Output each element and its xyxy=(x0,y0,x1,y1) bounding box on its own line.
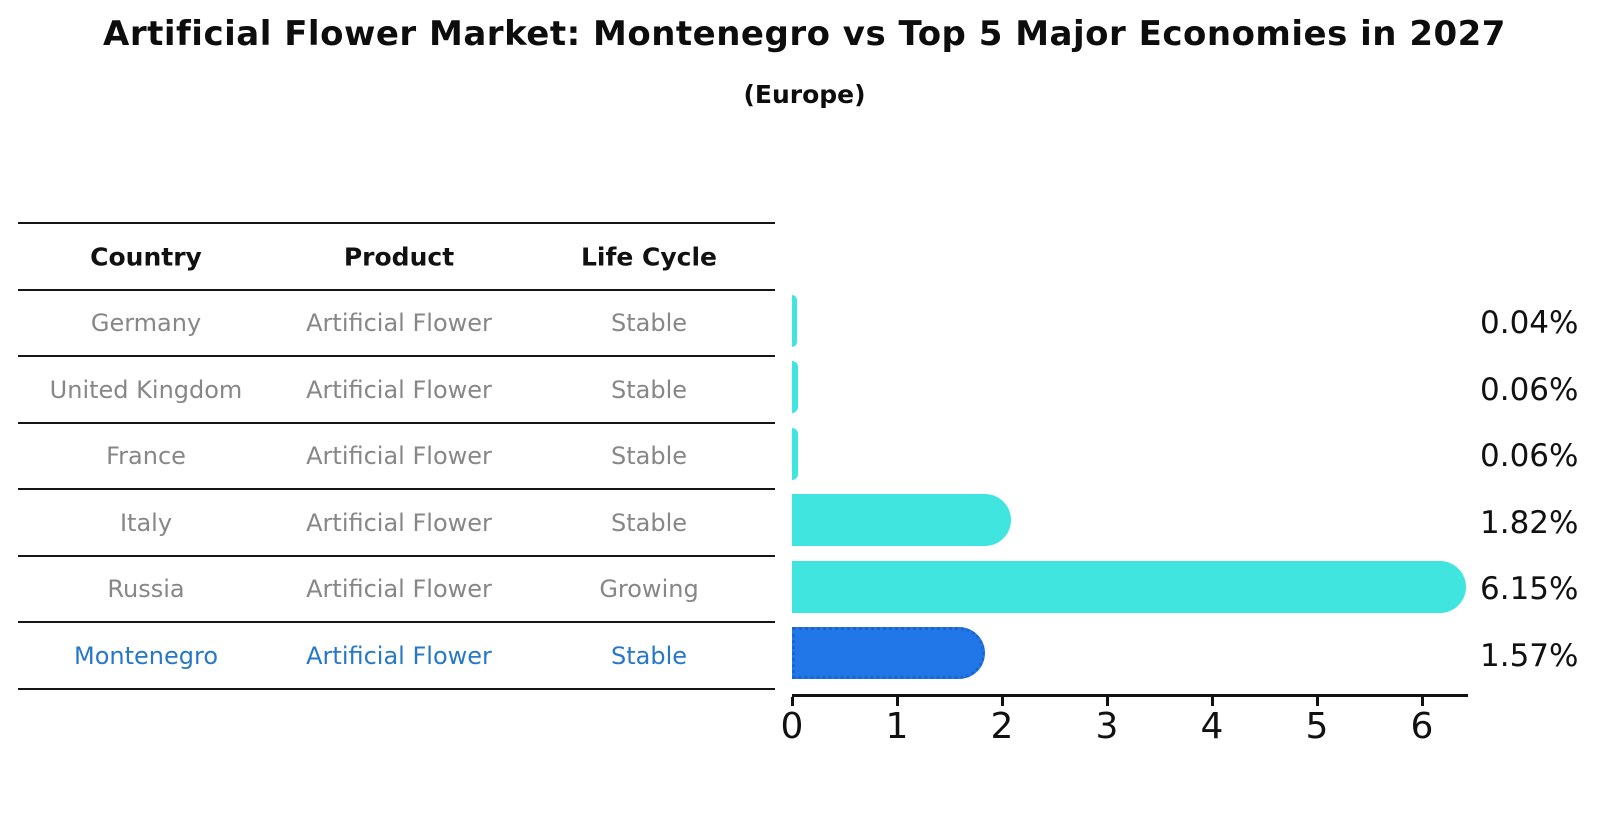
table-cell-life-cycle: Stable xyxy=(610,508,688,537)
table-cell-country: Montenegro xyxy=(73,641,219,670)
bar xyxy=(792,295,797,347)
column-header-product: Product xyxy=(343,242,455,271)
row-separator-line xyxy=(18,688,775,690)
bar-value-label: 1.82% xyxy=(1480,504,1579,541)
x-axis-tick xyxy=(1316,697,1319,706)
x-axis-tick xyxy=(1106,697,1109,706)
x-axis-line xyxy=(792,694,1468,697)
table-cell-product: Artificial Flower xyxy=(306,641,492,670)
table-cell-life-cycle: Stable xyxy=(610,641,688,670)
x-axis-tick-label: 3 xyxy=(1095,706,1119,747)
row-separator-line xyxy=(18,355,775,357)
table-cell-life-cycle: Growing xyxy=(599,575,699,603)
table-cell-country: Italy xyxy=(119,508,173,537)
x-axis-tick xyxy=(896,697,899,706)
table-cell-product: Artificial Flower xyxy=(306,442,492,470)
bar-value-label: 6.15% xyxy=(1480,571,1579,607)
table-cell-country: France xyxy=(106,442,186,470)
row-separator-line xyxy=(18,289,775,291)
chart-title: Artificial Flower Market: Montenegro vs … xyxy=(103,14,1506,54)
table-cell-product: Artificial Flower xyxy=(306,575,492,603)
x-axis-tick-label: 0 xyxy=(780,706,804,747)
table-cell-life-cycle: Stable xyxy=(610,309,688,337)
bar-montenegro-highlighted xyxy=(792,627,985,679)
x-axis-tick xyxy=(1211,697,1214,706)
bar xyxy=(792,361,798,413)
column-header-country: Country xyxy=(90,242,202,271)
bar xyxy=(792,561,1466,613)
bar xyxy=(792,494,1011,546)
table-top-line xyxy=(18,222,775,224)
chart-subtitle: (Europe) xyxy=(743,80,866,109)
x-axis-tick-label: 6 xyxy=(1410,706,1434,747)
table-cell-product: Artificial Flower xyxy=(306,309,492,337)
row-separator-line xyxy=(18,422,775,424)
table-cell-country: Russia xyxy=(107,575,185,603)
table-cell-life-cycle: Stable xyxy=(610,375,688,404)
bar xyxy=(792,428,798,480)
x-axis-tick-label: 2 xyxy=(990,706,1014,747)
table-cell-product: Artificial Flower xyxy=(306,508,492,537)
column-header-life-cycle: Life Cycle xyxy=(580,242,718,271)
row-separator-line xyxy=(18,488,775,490)
bar-value-label: 0.04% xyxy=(1480,305,1579,341)
x-axis-tick xyxy=(1001,697,1004,706)
table-cell-product: Artificial Flower xyxy=(306,375,492,404)
bar-value-label: 1.57% xyxy=(1480,637,1579,674)
table-cell-country: Germany xyxy=(90,309,202,337)
x-axis-tick xyxy=(791,697,794,706)
x-axis-tick-label: 5 xyxy=(1305,706,1329,747)
x-axis-tick-label: 1 xyxy=(885,706,909,747)
x-axis-tick-label: 4 xyxy=(1200,706,1224,747)
table-cell-life-cycle: Stable xyxy=(610,442,688,470)
x-axis-tick xyxy=(1421,697,1424,706)
row-separator-line xyxy=(18,621,775,623)
bar-value-label: 0.06% xyxy=(1480,438,1579,474)
row-separator-line xyxy=(18,555,775,557)
bar-value-label: 0.06% xyxy=(1480,371,1579,408)
table-cell-country: United Kingdom xyxy=(49,375,243,404)
